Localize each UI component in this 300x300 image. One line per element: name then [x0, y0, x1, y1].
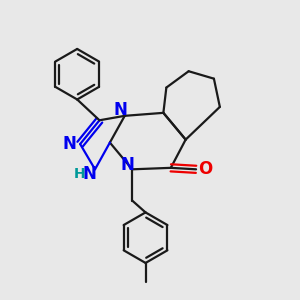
Text: H: H [74, 167, 85, 181]
Text: N: N [63, 135, 77, 153]
Text: N: N [82, 165, 96, 183]
Text: O: O [198, 160, 212, 178]
Text: N: N [113, 101, 127, 119]
Text: N: N [121, 156, 135, 174]
